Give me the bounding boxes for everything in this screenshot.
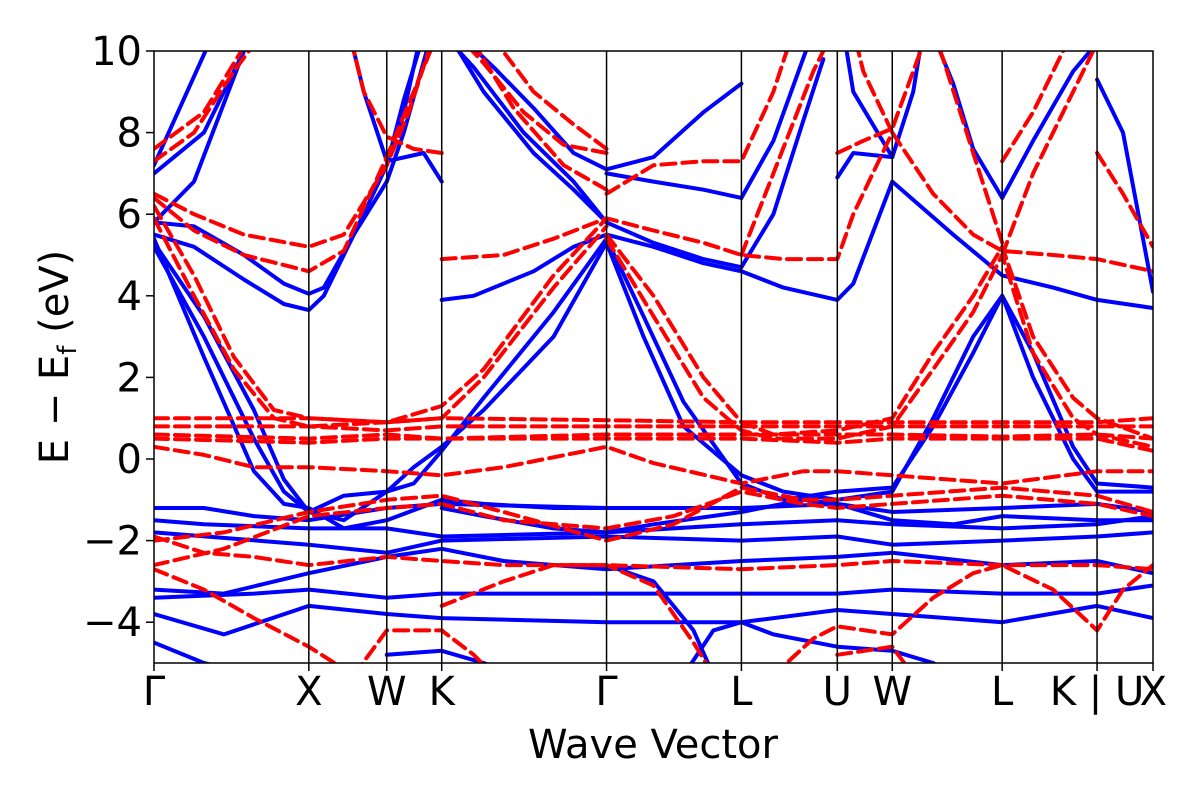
y-tick-label-6: 8 xyxy=(117,111,142,157)
x-tick-label-1: X xyxy=(295,669,322,715)
x-tick-label-2: W xyxy=(367,669,407,715)
solid-band-5 xyxy=(154,236,609,514)
x-tick-label-5: L xyxy=(730,669,753,715)
solid-band-2 xyxy=(154,51,246,225)
solid-band-0 xyxy=(154,51,208,168)
y-tick-label-3: 2 xyxy=(117,355,142,401)
dashed-band-57 xyxy=(604,51,789,196)
dashed-band-39 xyxy=(154,51,433,274)
dashed-band-50 xyxy=(154,567,339,663)
y-axis-label-main: E − E xyxy=(32,355,78,465)
solid-band-9 xyxy=(154,514,1153,539)
solid-band-35 xyxy=(1095,77,1153,294)
y-tick-label-1: −2 xyxy=(83,519,142,565)
x-axis-label: Wave Vector xyxy=(528,722,779,768)
solid-band-29 xyxy=(455,51,609,225)
solid-band-25 xyxy=(739,51,809,200)
dashed-band-48 xyxy=(154,489,1153,568)
x-tick-label-10: X xyxy=(1140,669,1167,715)
y-tick-label-2: 0 xyxy=(117,437,142,483)
x-tick-label-0: Γ xyxy=(143,669,166,715)
solid-band-12 xyxy=(154,583,1153,600)
y-axis-label-subscript: f xyxy=(53,345,83,355)
dashed-band-60 xyxy=(476,51,609,192)
kpoint-divider-layer xyxy=(308,51,1098,663)
dashed-band-64 xyxy=(835,51,923,155)
dashed-band-47 xyxy=(154,485,1153,543)
plot-frame xyxy=(153,50,1154,664)
dashed-band-36 xyxy=(154,51,244,151)
y-tick-label-7: 10 xyxy=(91,29,142,75)
solid-band-33 xyxy=(1000,51,1093,200)
dashed-band-40 xyxy=(154,204,609,425)
y-axis-label: E − Ef (eV) xyxy=(32,250,83,465)
y-axis-label-unit: (eV) xyxy=(32,250,78,346)
solid-band-15 xyxy=(384,648,489,663)
x-tick-label-8: L xyxy=(991,669,1014,715)
solid-band-14 xyxy=(154,640,213,663)
y-tick-label-0: −4 xyxy=(83,600,142,646)
dashed-band-46 xyxy=(154,444,1153,486)
dashed-band-41 xyxy=(154,216,609,429)
solid-band-6 xyxy=(154,240,609,523)
y-axis-ticks: −4 −2 0 2 4 6 8 10 xyxy=(83,29,154,646)
solid-band-21 xyxy=(439,179,1153,310)
solid-band-26 xyxy=(604,81,744,172)
x-tick-label-3: K xyxy=(429,669,457,715)
x-tick-label-9: K | U xyxy=(1050,669,1144,715)
dashed-band-58 xyxy=(500,51,609,151)
solid-band-3 xyxy=(154,51,429,296)
x-tick-label-6: U xyxy=(823,669,852,715)
dashed-band-61 xyxy=(604,232,1153,441)
dashed-band-65 xyxy=(856,51,895,135)
dashed-band-38 xyxy=(154,51,431,249)
dashed-band-62 xyxy=(604,236,1153,449)
x-tick-label-7: W xyxy=(872,669,912,715)
dashed-band-69 xyxy=(1095,151,1153,249)
dashed-band-53 xyxy=(783,563,1153,663)
y-tick-label-4: 4 xyxy=(117,274,142,320)
x-tick-label-4: Γ xyxy=(595,669,618,715)
solid-band-28 xyxy=(456,51,609,225)
y-tick-label-5: 6 xyxy=(117,192,142,238)
dashed-band-59 xyxy=(469,51,609,155)
dashed-band-66 xyxy=(1000,51,1066,164)
dashed-band-67 xyxy=(938,51,1005,245)
dashed-band-68 xyxy=(1000,51,1096,257)
solid-band-16 xyxy=(689,620,938,663)
solid-band-13 xyxy=(154,603,1153,637)
